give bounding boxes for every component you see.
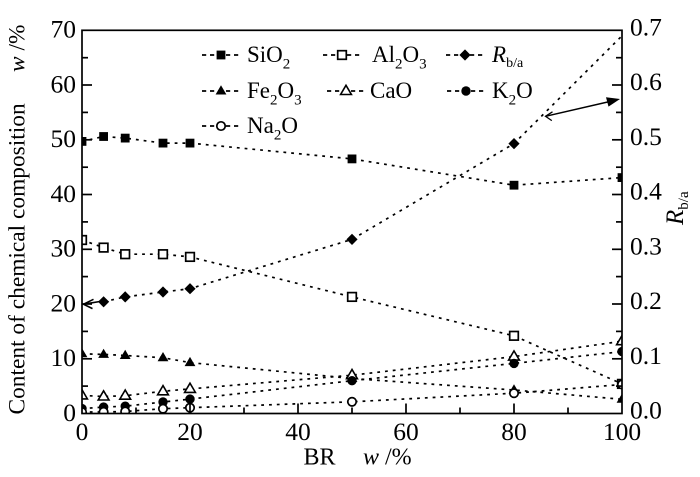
svg-text:30: 30 — [51, 234, 77, 263]
svg-text:60: 60 — [51, 69, 77, 98]
svg-text:CaO: CaO — [370, 78, 412, 103]
svg-text:40: 40 — [51, 179, 77, 208]
svg-text:0.4: 0.4 — [630, 177, 662, 206]
svg-text:40: 40 — [285, 417, 311, 446]
svg-text:20: 20 — [51, 288, 77, 317]
svg-text:0.2: 0.2 — [630, 286, 662, 315]
svg-text:Content of chemical compositio: Content of chemical composition w /% — [5, 24, 31, 414]
svg-text:0.7: 0.7 — [630, 13, 662, 42]
svg-text:80: 80 — [501, 417, 527, 446]
svg-text:0.1: 0.1 — [630, 341, 662, 370]
svg-text:60: 60 — [393, 417, 419, 446]
svg-text:0.0: 0.0 — [630, 396, 662, 425]
svg-text:BR: BR — [304, 445, 336, 471]
svg-text:Rb/a: Rb/a — [491, 42, 524, 71]
svg-text:10: 10 — [51, 343, 77, 372]
svg-text:0.5: 0.5 — [630, 122, 662, 151]
svg-text:70: 70 — [51, 15, 77, 44]
svg-text:0: 0 — [76, 417, 89, 446]
svg-text:0.6: 0.6 — [630, 67, 662, 96]
svg-text:100: 100 — [603, 417, 641, 446]
svg-text:0.3: 0.3 — [630, 232, 662, 261]
svg-text:20: 20 — [177, 417, 203, 446]
svg-text:Rb/a: Rb/a — [662, 191, 692, 226]
svg-text:0: 0 — [63, 398, 76, 427]
svg-text:w /%: w /% — [363, 445, 412, 471]
svg-text:50: 50 — [51, 124, 77, 153]
